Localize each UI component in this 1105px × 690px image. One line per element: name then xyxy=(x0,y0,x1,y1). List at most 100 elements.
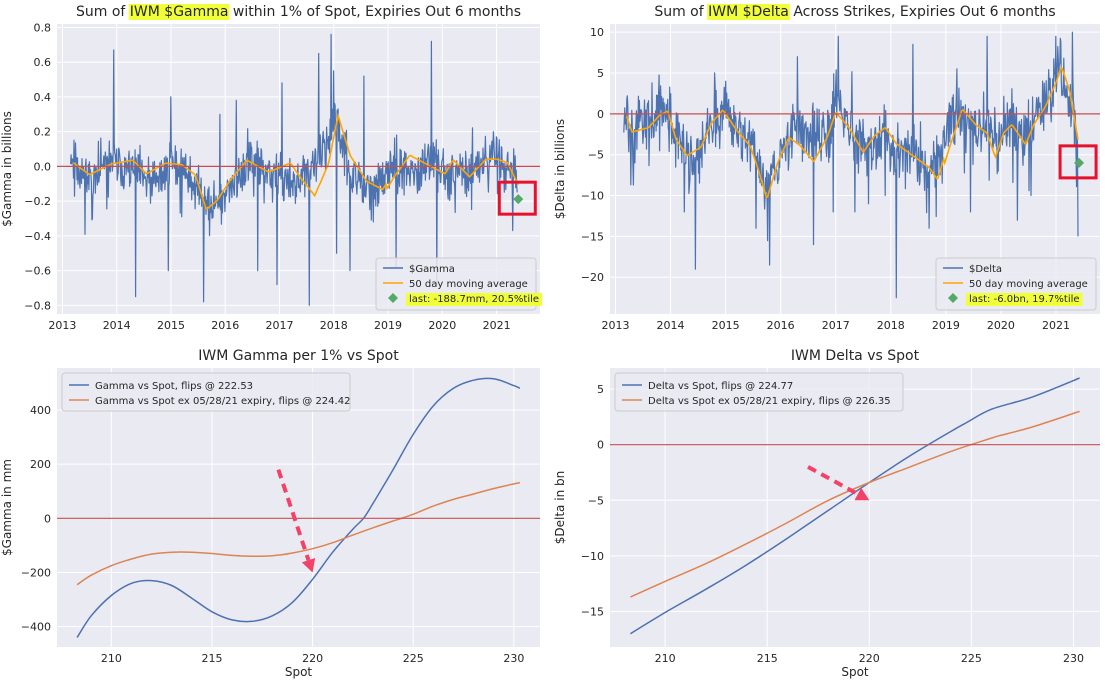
y-tick-label: 0.2 xyxy=(34,126,52,139)
x-tick-label: 220 xyxy=(302,652,323,665)
x-tick-label: 2016 xyxy=(211,319,239,332)
y-tick-label: 5 xyxy=(597,67,604,80)
y-axis-label: $Gamma in billions xyxy=(0,111,14,227)
series-line-raw xyxy=(623,31,1079,299)
last-value-marker xyxy=(1074,157,1085,168)
x-tick-label: 210 xyxy=(655,652,676,665)
legend-last-highlight xyxy=(406,293,543,306)
x-tick-label: 2017 xyxy=(266,319,294,332)
chart-title: Sum of IWM $Delta Across Strikes, Expiri… xyxy=(654,4,1055,20)
legend-label-raw: $Delta xyxy=(969,264,1002,275)
legend-swatch-last xyxy=(948,293,958,303)
y-tick-label: −10 xyxy=(581,190,604,203)
plot-area xyxy=(610,368,1100,647)
legend-label: Gamma vs Spot, flips @ 222.53 xyxy=(95,381,253,392)
x-tick-label: 230 xyxy=(503,652,524,665)
x-axis-label: Spot xyxy=(841,665,869,679)
x-tick-label: 2013 xyxy=(602,319,630,332)
plot-marks xyxy=(623,31,1079,299)
plot-area xyxy=(57,368,540,647)
series-line-raw xyxy=(70,33,518,306)
chart-delta_spot: 210 215 220 225 230 5 0 −5 −10 −15 IWM Delta vs Sp… xyxy=(553,348,1100,679)
legend-box xyxy=(61,372,351,412)
x-tick-label: 230 xyxy=(1063,652,1084,665)
chart-title: IWM Gamma per 1% vs Spot xyxy=(198,348,399,364)
series-line-blue xyxy=(76,377,521,638)
x-tick-label: 2016 xyxy=(767,319,795,332)
x-tick-label: 2020 xyxy=(987,319,1015,332)
highlight-box xyxy=(1058,144,1098,180)
y-tick-label: −400 xyxy=(21,621,51,634)
y-tick-label: −5 xyxy=(588,149,604,162)
y-axis-label: $Delta in bn xyxy=(553,471,567,544)
legend-box xyxy=(614,372,904,412)
title-suffix: within 1% of Spot, Expiries Out 6 months xyxy=(228,4,521,20)
annotation-arrow-head xyxy=(854,487,870,501)
y-tick-label: −0.6 xyxy=(24,265,51,278)
plot-marks xyxy=(76,377,521,638)
y-tick-label: 0.4 xyxy=(34,91,52,104)
chart-title: IWM Delta vs Spot xyxy=(791,348,920,364)
y-tick-label: −0.8 xyxy=(24,299,51,312)
x-tick-label: 2019 xyxy=(932,319,960,332)
x-tick-label: 2014 xyxy=(103,319,131,332)
x-tick-label: 215 xyxy=(757,652,778,665)
x-tick-label: 225 xyxy=(403,652,424,665)
y-tick-label: 0 xyxy=(597,108,604,121)
x-tick-label: 2018 xyxy=(877,319,905,332)
y-tick-label: 0.6 xyxy=(34,56,52,69)
series-line-orange xyxy=(76,481,521,586)
title-suffix: Across Strikes, Expiries Out 6 months xyxy=(789,4,1056,20)
x-tick-label: 225 xyxy=(961,652,982,665)
y-tick-label: −20 xyxy=(581,271,604,284)
plot-marks xyxy=(70,33,520,306)
y-tick-label: 10 xyxy=(590,26,604,39)
y-tick-label: −10 xyxy=(581,550,604,563)
title-highlight: IWM $Delta xyxy=(708,4,789,20)
y-tick-label: 0 xyxy=(597,439,604,452)
legend-label-ma: 50 day moving average xyxy=(409,279,528,290)
legend-label: Delta vs Spot ex 05/28/21 expiry, flips … xyxy=(648,396,891,407)
x-tick-label: 220 xyxy=(859,652,880,665)
legend-label: Gamma vs Spot ex 05/28/21 expiry, flips … xyxy=(95,396,350,407)
chart-gamma_ts: 2013 2014 2015 2016 2017 2018 2019 2020 2021 0.8 0… xyxy=(0,4,543,332)
annotation-arrow-shaft xyxy=(276,468,311,561)
x-tick-label: 2017 xyxy=(822,319,850,332)
y-tick-label: −15 xyxy=(581,230,604,243)
x-tick-label: 2021 xyxy=(483,319,511,332)
x-tick-label: 2015 xyxy=(157,319,185,332)
y-tick-label: 0.8 xyxy=(34,21,52,34)
series-line-orange xyxy=(630,410,1080,598)
y-tick-label: 5 xyxy=(597,383,604,396)
x-axis-label: Spot xyxy=(285,665,313,679)
legend-label-last: last: -6.0bn, 19.7%tile xyxy=(969,294,1080,305)
y-tick-label: 200 xyxy=(30,458,51,471)
y-axis-label: $Gamma in mm xyxy=(0,459,14,556)
annotation-arrow-shaft xyxy=(807,465,859,496)
highlight-box xyxy=(497,180,537,216)
y-tick-label: −0.4 xyxy=(24,230,51,243)
series-line-moving-average xyxy=(72,112,520,211)
x-tick-label: 215 xyxy=(201,652,222,665)
chart-gamma_spot: 210 215 220 225 230 400 200 0 −200 −400 IWM Gamma … xyxy=(0,348,540,679)
legend-label: Delta vs Spot, flips @ 224.77 xyxy=(648,381,793,392)
legend-swatch-last xyxy=(388,293,398,303)
x-tick-label: 2020 xyxy=(428,319,456,332)
x-tick-label: 210 xyxy=(101,652,122,665)
x-tick-label: 2018 xyxy=(320,319,348,332)
x-tick-label: 2019 xyxy=(374,319,402,332)
legend-label-ma: 50 day moving average xyxy=(969,279,1088,290)
x-tick-label: 2013 xyxy=(48,319,76,332)
title-highlight-box xyxy=(128,4,230,20)
x-tick-label: 2015 xyxy=(712,319,740,332)
title-prefix: Sum of xyxy=(76,4,130,20)
legend-last-highlight xyxy=(966,293,1083,306)
plot-marks xyxy=(630,377,1080,635)
series-line-moving-average xyxy=(625,66,1079,199)
y-tick-label: −15 xyxy=(581,605,604,618)
y-axis-label: $Delta in billions xyxy=(553,119,567,219)
annotation-arrow-head xyxy=(301,557,316,573)
title-highlight-box xyxy=(707,4,790,20)
y-tick-label: 0.0 xyxy=(34,160,52,173)
